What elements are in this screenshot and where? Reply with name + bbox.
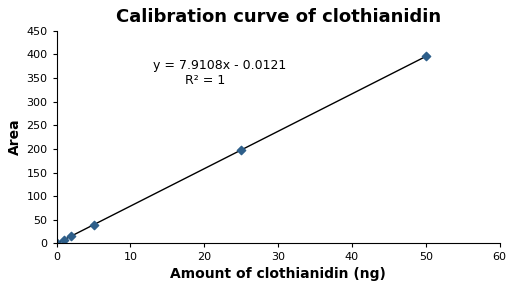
Point	[237, 148, 245, 152]
Point	[67, 234, 76, 238]
Point	[60, 238, 68, 242]
Title: Calibration curve of clothianidin: Calibration curve of clothianidin	[115, 8, 441, 26]
Point	[90, 223, 98, 227]
Point	[422, 54, 430, 59]
Text: y = 7.9108x - 0.0121
        R² = 1: y = 7.9108x - 0.0121 R² = 1	[152, 59, 286, 87]
Y-axis label: Area: Area	[8, 119, 22, 155]
X-axis label: Amount of clothianidin (ng): Amount of clothianidin (ng)	[170, 267, 386, 281]
Point	[53, 241, 61, 246]
